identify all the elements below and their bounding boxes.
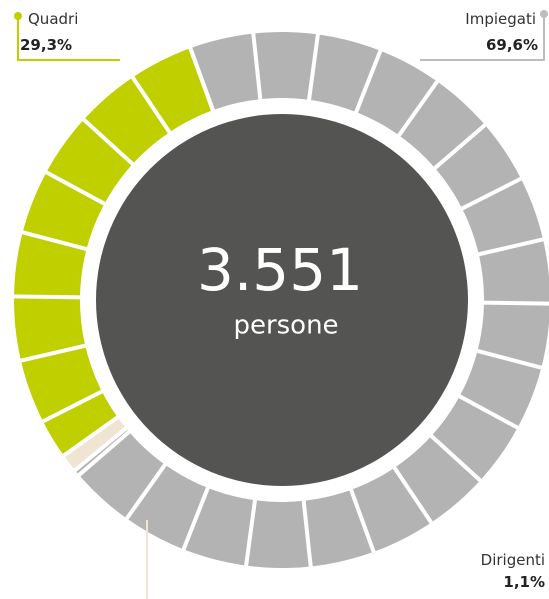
separator xyxy=(18,343,88,364)
separator xyxy=(475,348,544,371)
separator xyxy=(80,116,136,167)
separator xyxy=(76,429,132,478)
ring-segment xyxy=(14,48,213,456)
separator xyxy=(306,32,321,103)
separator xyxy=(428,433,484,484)
separator xyxy=(432,122,488,171)
separator xyxy=(187,45,216,113)
separator xyxy=(181,485,211,552)
separator xyxy=(251,31,263,102)
separator xyxy=(353,48,383,115)
separator xyxy=(11,294,83,300)
separator xyxy=(391,464,435,526)
leader-line xyxy=(420,14,545,61)
separator xyxy=(72,425,129,474)
value-label: 1,1% xyxy=(503,573,545,591)
separator xyxy=(456,393,521,431)
separator xyxy=(60,414,121,459)
separator xyxy=(348,487,377,555)
separator xyxy=(20,229,89,252)
separator xyxy=(129,74,173,136)
separator xyxy=(396,78,440,139)
center-disc xyxy=(96,114,468,486)
separator xyxy=(476,236,546,257)
legend-label: Quadri xyxy=(28,10,78,28)
separator xyxy=(43,169,108,207)
value-label: 29,3% xyxy=(20,36,72,54)
ring-segment xyxy=(75,32,549,568)
leader-dot xyxy=(14,12,22,20)
separator xyxy=(40,388,105,425)
legend-label: Dirigenti xyxy=(481,551,545,569)
separator xyxy=(124,461,168,522)
ring-segment xyxy=(63,417,126,471)
legend-label: Impiegati xyxy=(465,10,536,28)
value-label: 69,6% xyxy=(486,36,538,54)
separator xyxy=(481,300,549,306)
total-value: 3.551 xyxy=(197,236,363,304)
leader-dot xyxy=(540,10,548,18)
leader-line xyxy=(17,16,120,61)
total-caption: persone xyxy=(233,311,338,341)
separator xyxy=(301,498,313,569)
separator xyxy=(459,175,524,212)
separator xyxy=(243,497,258,568)
